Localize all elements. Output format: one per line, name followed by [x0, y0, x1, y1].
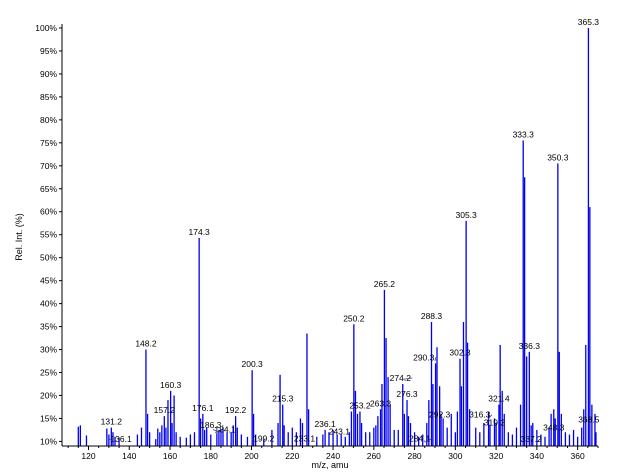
peak-label: 302.3 — [449, 348, 471, 358]
x-tick-label: 220 — [285, 451, 299, 461]
peak-label: 215.3 — [272, 394, 294, 404]
peak-label: 157.2 — [154, 405, 176, 415]
x-tick-label: 200 — [244, 451, 258, 461]
y-tick-label: 85% — [40, 92, 57, 102]
x-tick-label: 280 — [407, 451, 421, 461]
y-tick-label: 50% — [40, 253, 57, 263]
peak-label-leader — [251, 438, 254, 443]
x-axis-title: m/z, amu — [311, 460, 348, 470]
y-axis-title: Rel. Int. (%) — [14, 213, 24, 261]
peak-label: 199.2 — [253, 434, 275, 444]
peak-label: 160.3 — [160, 380, 182, 390]
x-tick-label: 140 — [122, 451, 136, 461]
spectrum-peaks — [77, 28, 597, 446]
y-tick-label: 95% — [40, 46, 57, 56]
y-tick-label: 55% — [40, 230, 57, 240]
peak-label: 368.5 — [578, 414, 600, 424]
peak-label-leader — [424, 438, 432, 443]
x-tick-label: 160 — [163, 451, 177, 461]
y-axis-ticks: 10% 15% 20% 25% 30% 35% 40% 45% 50% 55% 60% 65% 70% 7… — [35, 23, 62, 446]
y-tick-label: 15% — [40, 413, 57, 423]
peak-label: 316.3 — [469, 410, 491, 420]
peak-label: 290.3 — [413, 352, 435, 362]
peak-label: 336.3 — [519, 341, 541, 351]
x-axis-ticks: 120 140 160 180 200 220 240 260 280 300 320 340 360 — [67, 446, 599, 461]
peak-label: 305.3 — [455, 210, 477, 220]
x-tick-label: 360 — [571, 451, 585, 461]
y-tick-label: 100% — [35, 23, 57, 33]
peak-label: 365.3 — [578, 17, 600, 27]
peak-label: 288.3 — [421, 311, 443, 321]
peak-label-leader — [434, 357, 437, 362]
peak-label: 200.3 — [242, 359, 264, 369]
peak-label: 292.3 — [429, 410, 451, 420]
peak-label: 284.1 — [409, 434, 431, 444]
y-tick-label: 80% — [40, 115, 57, 125]
x-tick-label: 340 — [530, 451, 544, 461]
peak-label-leader — [487, 414, 493, 420]
peak-label: 253.2 — [349, 401, 371, 411]
y-tick-label: 30% — [40, 345, 57, 355]
peak-label: 276.3 — [396, 389, 418, 399]
x-tick-label: 120 — [81, 451, 95, 461]
peak-label-leader — [108, 438, 116, 443]
x-tick-label: 260 — [367, 451, 381, 461]
y-tick-label: 45% — [40, 276, 57, 286]
peak-label: 184.1 — [214, 424, 236, 434]
x-tick-label: 300 — [448, 451, 462, 461]
y-tick-label: 75% — [40, 138, 57, 148]
peak-label: 250.2 — [343, 313, 365, 323]
peak-label: 337.2 — [521, 434, 543, 444]
peak-label: 319.2 — [484, 418, 506, 428]
peak-label: 236.1 — [314, 419, 336, 429]
peak-label: 348.3 — [543, 423, 565, 433]
peak-label: 174.3 — [189, 227, 211, 237]
y-tick-label: 20% — [40, 390, 57, 400]
peak-label: 274.2 — [390, 373, 412, 383]
y-tick-label: 40% — [40, 299, 57, 309]
peak-label: 192.2 — [225, 405, 247, 415]
x-tick-label: 240 — [326, 451, 340, 461]
peak-label: 148.2 — [135, 339, 157, 349]
peak-label-leader — [212, 429, 220, 433]
peak-annotations: 131.2 136.1 148.2 157.2 160.3 174.3 176.1 186.3… — [101, 17, 600, 444]
x-tick-label: 320 — [489, 451, 503, 461]
peak-label: 136.1 — [110, 434, 132, 444]
peak-label-leader — [402, 377, 413, 380]
y-tick-label: 10% — [40, 436, 57, 446]
peak-label: 333.3 — [513, 130, 535, 140]
y-tick-label: 90% — [40, 69, 57, 79]
peak-label: 265.2 — [374, 279, 396, 289]
y-tick-label: 25% — [40, 368, 57, 378]
y-tick-label: 60% — [40, 207, 57, 217]
peak-label: 176.1 — [192, 403, 214, 413]
peak-label: 186.3 — [200, 420, 222, 430]
y-tick-label: 65% — [40, 184, 57, 194]
x-tick-label: 180 — [204, 451, 218, 461]
peak-label: 350.3 — [547, 153, 569, 163]
peak-label: 233.1 — [294, 434, 316, 444]
peak-label: 321.4 — [488, 394, 510, 404]
peak-label: 263.3 — [370, 398, 392, 408]
peak-label: 131.2 — [101, 417, 123, 427]
y-tick-label: 35% — [40, 322, 57, 332]
y-tick-label: 70% — [40, 161, 57, 171]
peak-label: 243.1 — [329, 427, 351, 437]
